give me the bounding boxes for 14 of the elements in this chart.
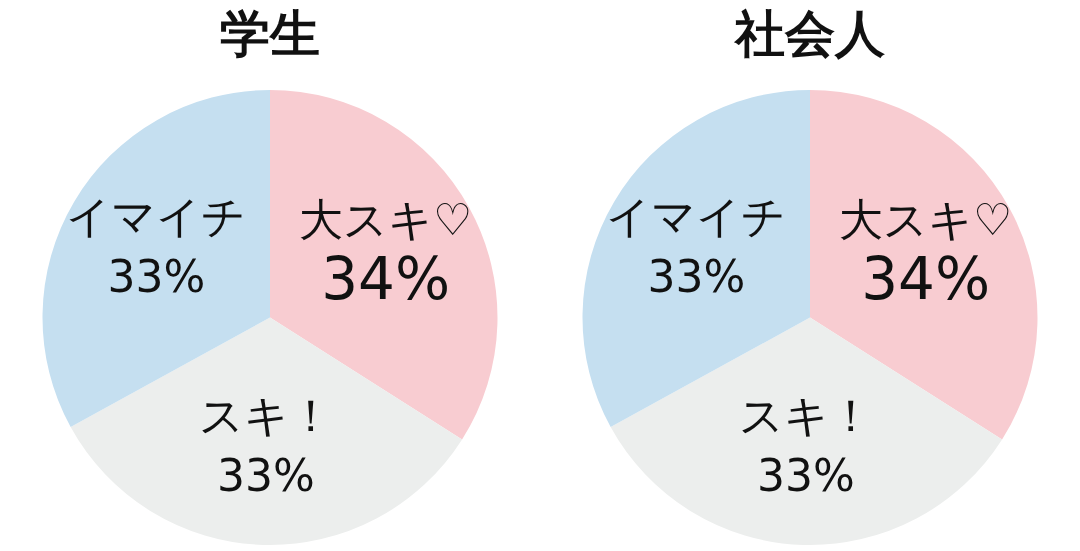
data-label: 33% <box>107 250 206 302</box>
chart-title: 学生 <box>220 4 320 63</box>
slice-label: 大スキ♡ <box>838 194 1013 246</box>
data-label: 33% <box>216 449 315 501</box>
data-label: 33% <box>756 449 855 501</box>
slice-label: スキ！ <box>198 389 333 441</box>
slice-label: 大スキ♡ <box>298 194 473 246</box>
data-label: 34% <box>861 245 991 313</box>
slice-label: イマイチ <box>66 190 247 242</box>
data-label: 34% <box>321 245 451 313</box>
chart-title: 社会人 <box>733 4 885 63</box>
slice-label: スキ！ <box>738 389 873 441</box>
slice-label: イマイチ <box>606 190 787 242</box>
data-label: 33% <box>647 250 746 302</box>
